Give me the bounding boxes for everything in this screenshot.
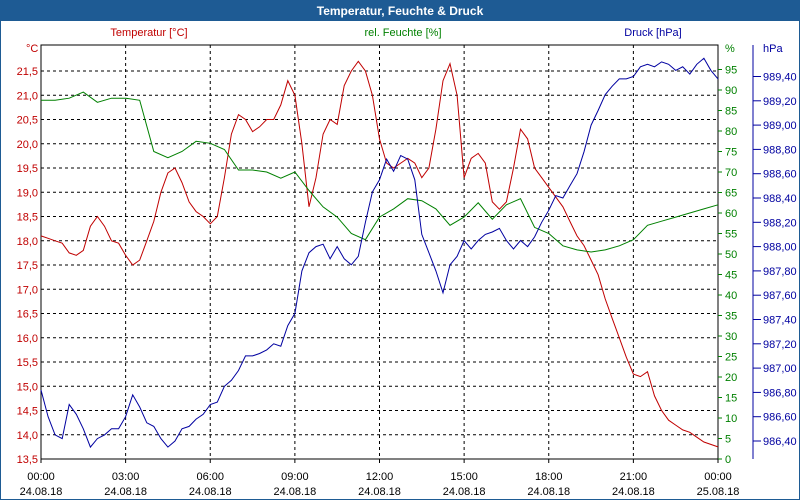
pressure-tick-label: 988,60 <box>763 169 797 181</box>
pressure-tick-label: 989,40 <box>763 72 797 84</box>
x-tick-time: 15:00 <box>450 471 478 483</box>
temperature-tick-label: 20,5 <box>17 115 38 127</box>
humidity-unit: % <box>725 43 735 55</box>
temperature-tick-label: 18,0 <box>17 236 38 248</box>
pressure-tick-label: 987,80 <box>763 266 797 278</box>
temperature-tick-label: 14,5 <box>17 406 38 418</box>
window-title: Temperatur, Feuchte & Druck <box>1 1 799 21</box>
temperature-tick-label: 19,0 <box>17 187 38 199</box>
pressure-tick-label: 987,60 <box>763 290 797 302</box>
humidity-tick-label: 25 <box>725 352 737 364</box>
pressure-series-line <box>40 57 719 449</box>
humidity-tick-label: 40 <box>725 290 737 302</box>
x-tick-date: 24.08.18 <box>189 486 232 498</box>
humidity-tick-label: 95 <box>725 65 737 77</box>
humidity-tick-label: 60 <box>725 208 737 220</box>
temperature-tick-label: 14,0 <box>17 430 38 442</box>
humidity-tick-label: 0 <box>725 454 731 466</box>
axis-layer: 13,5 14,0 14,5 15,0 15,5 16,0 16,5 17,0 17,5 18,0… <box>17 45 797 498</box>
x-tick-time: 21:00 <box>620 471 648 483</box>
temperature-tick-label: 20,0 <box>17 139 38 151</box>
x-tick-time: 12:00 <box>366 471 394 483</box>
x-tick-time: 00:00 <box>704 471 732 483</box>
temperature-tick-label: 15,5 <box>17 357 38 369</box>
x-tick-date: 24.08.18 <box>612 486 655 498</box>
temperature-tick-label: 16,5 <box>17 309 38 321</box>
pressure-tick-label: 987,20 <box>763 339 797 351</box>
pressure-tick-label: 987,40 <box>763 315 797 327</box>
humidity-tick-label: 85 <box>725 106 737 118</box>
humidity-tick-label: 80 <box>725 126 737 138</box>
x-tick-date: 25.08.18 <box>697 486 740 498</box>
pressure-axis-label: Druck [hPa] <box>624 27 681 39</box>
pressure-tick-label: 989,00 <box>763 120 797 132</box>
pressure-tick-label: 988,00 <box>763 242 797 254</box>
x-tick-date: 24.08.18 <box>527 486 570 498</box>
humidity-series-line <box>41 91 719 253</box>
humidity-tick-label: 45 <box>725 270 737 282</box>
pressure-tick-label: 986,40 <box>763 436 797 448</box>
pressure-tick-label: 986,60 <box>763 412 797 424</box>
temperature-tick-label: 17,0 <box>17 284 38 296</box>
temperature-tick-label: 13,5 <box>17 454 38 466</box>
pressure-tick-label: 988,40 <box>763 193 797 205</box>
humidity-tick-label: 35 <box>725 311 737 323</box>
temperature-tick-label: 21,0 <box>17 90 38 102</box>
humidity-tick-label: 20 <box>725 372 737 384</box>
x-tick-time: 00:00 <box>27 471 55 483</box>
x-tick-date: 24.08.18 <box>104 486 147 498</box>
x-tick-time: 18:00 <box>535 471 563 483</box>
x-tick-date: 24.08.18 <box>358 486 401 498</box>
x-tick-date: 24.08.18 <box>443 486 486 498</box>
humidity-tick-label: 65 <box>725 188 737 200</box>
pressure-tick-label: 988,80 <box>763 144 797 156</box>
humidity-tick-label: 10 <box>725 413 737 425</box>
x-tick-time: 09:00 <box>281 471 309 483</box>
series-layer <box>40 57 719 449</box>
temperature-tick-label: 18,5 <box>17 212 38 224</box>
temperature-tick-label: 21,5 <box>17 66 38 78</box>
pressure-tick-label: 988,20 <box>763 217 797 229</box>
humidity-tick-label: 5 <box>725 434 731 446</box>
pressure-tick-label: 986,80 <box>763 387 797 399</box>
humidity-tick-label: 75 <box>725 147 737 159</box>
humidity-tick-label: 15 <box>725 393 737 405</box>
temperature-tick-label: 19,5 <box>17 163 38 175</box>
humidity-tick-label: 90 <box>725 85 737 97</box>
humidity-tick-label: 50 <box>725 249 737 261</box>
x-tick-date: 24.08.18 <box>20 486 63 498</box>
pressure-tick-label: 989,20 <box>763 96 797 108</box>
humidity-tick-label: 55 <box>725 229 737 241</box>
temperature-unit: °C <box>26 43 38 55</box>
humidity-tick-label: 70 <box>725 167 737 179</box>
humidity-tick-label: 30 <box>725 331 737 343</box>
x-tick-time: 06:00 <box>196 471 224 483</box>
temperature-series-line <box>40 60 719 448</box>
x-tick-time: 03:00 <box>112 471 140 483</box>
pressure-tick-label: 987,00 <box>763 363 797 375</box>
x-tick-date: 24.08.18 <box>273 486 316 498</box>
pressure-unit: hPa <box>763 43 783 55</box>
temperature-tick-label: 17,5 <box>17 260 38 272</box>
temperature-tick-label: 16,0 <box>17 333 38 345</box>
temperature-axis-label: Temperatur [°C] <box>110 27 187 39</box>
humidity-axis-label: rel. Feuchte [%] <box>364 27 441 39</box>
temperature-tick-label: 15,0 <box>17 381 38 393</box>
